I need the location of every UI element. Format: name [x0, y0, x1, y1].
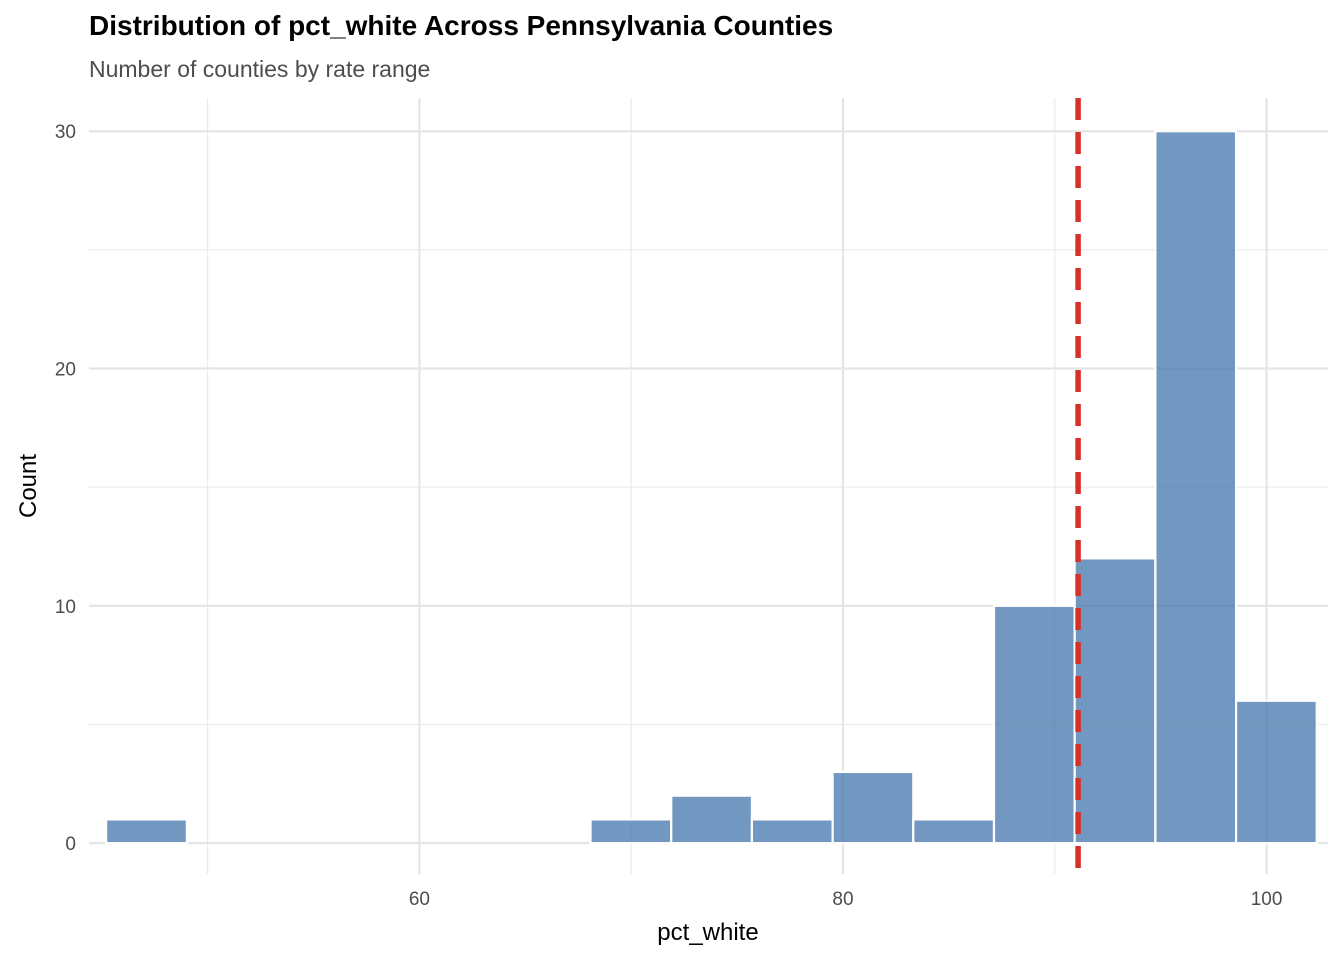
y-tick-label: 0 [65, 834, 76, 855]
x-tick-label: 80 [832, 889, 853, 910]
y-tick-label: 30 [55, 122, 76, 143]
histogram-bar [912, 818, 996, 845]
x-tick-label: 60 [409, 889, 430, 910]
histogram-bar [831, 770, 915, 845]
x-axis-ticks: 60 80 100 [409, 889, 1283, 910]
histogram-bar [1234, 699, 1318, 845]
histogram-bar [1154, 130, 1238, 845]
y-axis-ticks: 0 10 20 30 [55, 122, 76, 855]
y-axis-label: Count [15, 454, 42, 518]
x-tick-label: 100 [1251, 889, 1283, 910]
bars [105, 130, 1318, 845]
histogram-bar [589, 818, 673, 845]
histogram-bar [992, 604, 1076, 845]
y-tick-label: 20 [55, 360, 76, 381]
y-tick-label: 10 [55, 597, 76, 618]
x-axis-label: pct_white [657, 919, 758, 946]
histogram-bar [1073, 557, 1157, 845]
histogram-bar [750, 818, 834, 845]
histogram-bar [670, 794, 754, 845]
chart-title: Distribution of pct_white Across Pennsyl… [89, 10, 834, 41]
histogram-bar [105, 818, 188, 845]
chart-subtitle: Number of counties by rate range [89, 56, 431, 82]
